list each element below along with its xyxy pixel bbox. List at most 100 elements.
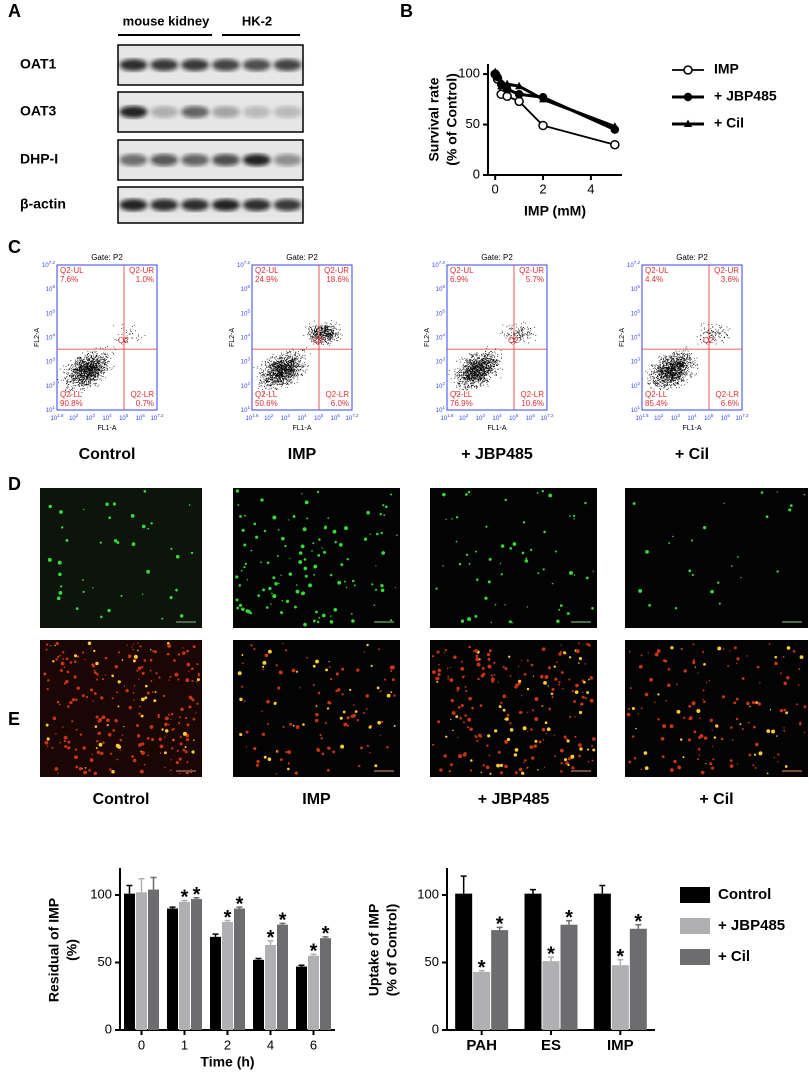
- event-dot: [276, 363, 278, 365]
- event-dot: [97, 359, 99, 361]
- event-dot: [80, 380, 82, 382]
- event-dot: [279, 375, 281, 377]
- event-dot: [105, 363, 107, 365]
- event-dot: [90, 378, 92, 380]
- event-dot: [462, 358, 464, 360]
- event-dot: [474, 361, 476, 362]
- event-dot: [264, 360, 266, 362]
- event-dot: [682, 356, 684, 357]
- event-dot: [281, 369, 283, 371]
- event-dot: [81, 366, 82, 368]
- event-dot: [481, 365, 483, 367]
- event-dot: [284, 372, 286, 374]
- event-dot: [466, 368, 468, 369]
- event-dot: [77, 379, 78, 381]
- event-dot: [482, 354, 484, 355]
- event-dot: [81, 385, 82, 386]
- event-dot: [284, 369, 286, 371]
- event-dot: [272, 365, 273, 367]
- event-dot: [93, 377, 94, 379]
- event-dot: [472, 369, 474, 370]
- event-dot: [328, 329, 329, 331]
- event-dot: [80, 373, 82, 375]
- event-dot: [478, 380, 479, 382]
- event-dot: [282, 378, 284, 380]
- event-dot: [481, 372, 483, 374]
- event-dot: [281, 383, 283, 385]
- event-dot: [497, 368, 499, 370]
- event-dot: [330, 338, 332, 340]
- event-dot: [490, 353, 492, 355]
- event-dot: [482, 361, 484, 363]
- event-dot: [672, 367, 673, 369]
- event-dot: [291, 366, 293, 368]
- event-dot: [89, 376, 91, 378]
- event-dot: [97, 369, 99, 370]
- event-dot: [474, 373, 476, 375]
- event-dot: [75, 377, 76, 379]
- event-dot: [283, 372, 285, 374]
- event-dot: [94, 370, 96, 372]
- event-dot: [327, 334, 329, 336]
- event-dot: [295, 362, 297, 364]
- event-dot: [466, 359, 468, 360]
- event-dot: [270, 373, 272, 375]
- event-dot: [314, 330, 315, 332]
- tick-exp: 3: [247, 357, 250, 362]
- event-dot: [81, 368, 82, 370]
- event-dot: [86, 367, 87, 369]
- event-dot: [488, 362, 490, 364]
- event-dot: [471, 374, 472, 376]
- event-dot: [492, 369, 493, 371]
- event-dot: [333, 325, 335, 327]
- event-dot: [507, 332, 509, 334]
- event-dot: [269, 369, 271, 371]
- event-dot: [281, 383, 283, 385]
- event-dot: [86, 365, 88, 367]
- x-tick-label: 102: [69, 413, 79, 421]
- event-dot: [124, 341, 126, 342]
- event-dot: [264, 381, 266, 383]
- event-dot: [296, 370, 298, 372]
- event-dot: [330, 328, 332, 330]
- event-dot: [494, 371, 496, 373]
- event-dot: [268, 370, 269, 372]
- event-dot: [305, 326, 307, 328]
- event-dot: [275, 362, 277, 363]
- event-dot: [493, 365, 495, 367]
- event-dot: [277, 361, 279, 363]
- event-dot: [91, 370, 93, 372]
- event-dot: [315, 335, 317, 337]
- event-dot: [288, 365, 290, 367]
- event-dot: [83, 368, 85, 370]
- event-dot: [324, 331, 326, 333]
- event-dot: [314, 332, 316, 333]
- event-dot: [121, 333, 123, 335]
- event-dot: [665, 381, 667, 383]
- event-dot: [276, 362, 278, 364]
- event-dot: [77, 373, 79, 375]
- event-dot: [464, 373, 466, 375]
- x-tick-label: 102: [459, 413, 469, 421]
- event-dot: [90, 368, 92, 370]
- event-dot: [487, 386, 489, 387]
- event-dot: [88, 359, 90, 361]
- tick-exp: 5: [516, 413, 519, 418]
- event-dot: [82, 380, 84, 382]
- event-dot: [274, 378, 276, 380]
- event-dot: [280, 380, 282, 382]
- event-dot: [67, 381, 68, 383]
- event-dot: [488, 365, 490, 367]
- event-dot: [468, 373, 470, 375]
- event-dot: [484, 369, 485, 371]
- event-dot: [84, 378, 86, 380]
- event-dot: [89, 360, 90, 362]
- event-dot: [477, 371, 479, 373]
- event-dot: [295, 364, 297, 366]
- event-dot: [70, 360, 72, 362]
- event-dot: [483, 360, 485, 362]
- event-dot: [95, 364, 96, 366]
- event-dot: [326, 322, 328, 324]
- event-dot: [275, 382, 277, 384]
- event-dot: [78, 358, 80, 359]
